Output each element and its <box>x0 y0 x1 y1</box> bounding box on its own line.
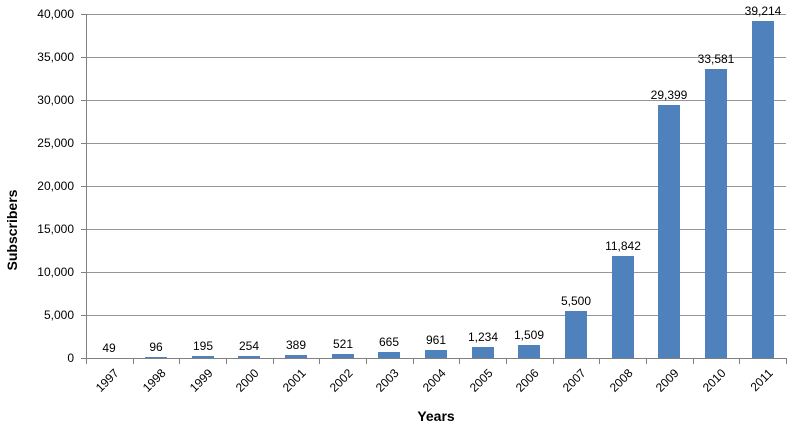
y-tick-mark <box>81 100 86 101</box>
x-tick-mark <box>179 359 180 364</box>
bar-1999 <box>192 356 214 358</box>
y-tick-mark <box>81 143 86 144</box>
y-tick-mark <box>81 315 86 316</box>
bar-value-label: 33,581 <box>697 52 735 66</box>
bar-2011 <box>752 21 774 358</box>
y-tick-mark <box>81 186 86 187</box>
bar-value-label: 5,500 <box>560 294 592 308</box>
x-tick-mark <box>226 359 227 364</box>
x-tick-mark <box>786 359 787 364</box>
x-category-label: 2011 <box>747 366 776 395</box>
x-category-label: 2007 <box>560 366 589 395</box>
y-tick-label: 0 <box>67 351 74 365</box>
bar-value-label: 49 <box>102 341 116 355</box>
x-tick-mark <box>319 359 320 364</box>
bar-value-label: 96 <box>149 340 163 354</box>
bar-value-label: 1,509 <box>513 328 545 342</box>
x-category-label: 1997 <box>93 366 122 395</box>
x-category-label: 2002 <box>327 366 356 395</box>
y-tick-label: 15,000 <box>37 222 74 236</box>
bar-2001 <box>285 355 307 358</box>
bar-2004 <box>425 350 447 358</box>
y-axis-line <box>86 14 87 359</box>
x-tick-mark <box>459 359 460 364</box>
bar-2000 <box>238 356 260 358</box>
x-tick-mark <box>133 359 134 364</box>
bar-value-label: 11,842 <box>605 239 641 253</box>
y-tick-label: 20,000 <box>37 179 74 193</box>
bar-value-label: 29,399 <box>650 88 688 102</box>
x-category-label: 2004 <box>420 366 449 395</box>
bar-value-label: 195 <box>192 339 214 353</box>
x-category-label: 2006 <box>513 366 542 395</box>
bar-2003 <box>378 352 400 358</box>
x-tick-mark <box>739 359 740 364</box>
x-tick-mark <box>273 359 274 364</box>
bar-2002 <box>332 354 354 358</box>
gridline <box>86 143 786 144</box>
x-tick-mark <box>599 359 600 364</box>
x-tick-mark <box>506 359 507 364</box>
x-category-label: 2005 <box>467 366 496 395</box>
y-tick-mark <box>81 14 86 15</box>
y-tick-mark <box>81 272 86 273</box>
y-tick-label: 5,000 <box>43 308 74 322</box>
y-tick-label: 30,000 <box>37 93 74 107</box>
x-tick-mark <box>553 359 554 364</box>
y-tick-mark <box>81 229 86 230</box>
bar-2006 <box>518 345 540 358</box>
y-tick-mark <box>81 57 86 58</box>
bar-2007 <box>565 311 587 358</box>
x-category-label: 2008 <box>607 366 636 395</box>
x-tick-mark <box>366 359 367 364</box>
bar-value-label: 665 <box>378 335 400 349</box>
gridline <box>86 186 786 187</box>
x-category-label: 2009 <box>653 366 682 395</box>
bar-value-label: 961 <box>425 333 447 347</box>
x-category-label: 2000 <box>233 366 262 395</box>
x-category-label: 1999 <box>187 366 216 395</box>
x-tick-mark <box>86 359 87 364</box>
bar-2009 <box>658 105 680 358</box>
bar-value-label: 39,214 <box>744 4 782 18</box>
gridline <box>86 272 786 273</box>
x-axis-title: Years <box>417 408 455 424</box>
bar-2008 <box>612 256 634 358</box>
y-tick-mark <box>81 358 86 359</box>
bar-value-label: 521 <box>332 337 354 351</box>
gridline <box>86 14 786 15</box>
gridline <box>86 315 786 316</box>
bar-1998 <box>145 357 167 358</box>
x-axis-line <box>86 358 787 359</box>
y-tick-label: 40,000 <box>37 7 74 21</box>
x-tick-mark <box>413 359 414 364</box>
bar-value-label: 1,234 <box>467 330 499 344</box>
x-category-label: 2010 <box>700 366 729 395</box>
y-tick-label: 35,000 <box>37 50 74 64</box>
gridline <box>86 100 786 101</box>
x-category-label: 2003 <box>373 366 402 395</box>
bar-2010 <box>705 69 727 358</box>
bar-value-label: 254 <box>238 339 260 353</box>
x-tick-mark <box>693 359 694 364</box>
x-category-label: 1998 <box>140 366 169 395</box>
bar-value-label: 389 <box>285 338 307 352</box>
y-tick-label: 25,000 <box>37 136 74 150</box>
bar-2005 <box>472 347 494 358</box>
gridline <box>86 229 786 230</box>
x-category-label: 2001 <box>280 366 309 395</box>
x-tick-mark <box>646 359 647 364</box>
gridline <box>86 57 786 58</box>
y-tick-label: 10,000 <box>37 265 74 279</box>
